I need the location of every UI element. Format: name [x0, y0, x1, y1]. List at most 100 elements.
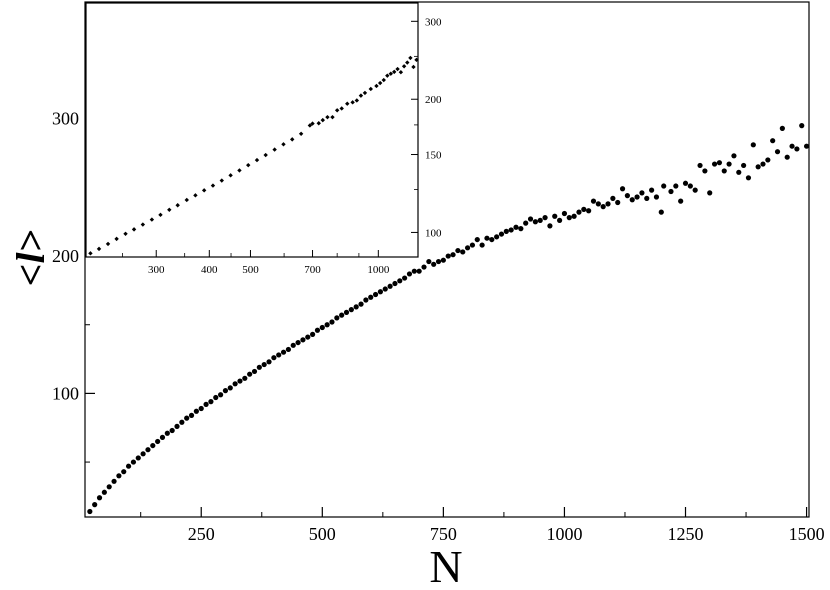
data-point	[561, 210, 568, 217]
data-point	[765, 157, 771, 163]
inset-x-axis: 300 400 500 700 1000	[122, 250, 390, 276]
inset-data-point	[368, 86, 373, 92]
data-point	[716, 160, 723, 166]
data-point	[406, 271, 413, 277]
data-point	[770, 138, 776, 144]
data-point	[518, 226, 524, 232]
data-point	[319, 324, 325, 331]
data-point	[576, 209, 582, 215]
data-point	[474, 236, 480, 243]
data-point	[741, 162, 747, 169]
inset-data-point	[350, 100, 355, 105]
data-point	[464, 245, 471, 251]
data-point	[557, 217, 563, 223]
main-x-axis: 250 500 750 1000 1250 1500	[140, 507, 825, 544]
inset-data-point	[96, 246, 102, 252]
data-point	[193, 408, 199, 414]
data-point	[251, 368, 258, 375]
data-point	[547, 223, 553, 229]
data-point	[605, 201, 611, 207]
inset-data-point	[131, 227, 137, 232]
data-point	[150, 442, 156, 449]
inset-data-point	[184, 197, 189, 203]
data-point	[416, 268, 422, 274]
inset-data-point	[316, 121, 321, 126]
data-point	[324, 322, 330, 328]
inset-data-point	[392, 69, 397, 75]
inset-data-point	[88, 251, 93, 256]
data-point	[135, 455, 141, 461]
data-point	[402, 275, 408, 281]
data-point	[600, 204, 606, 210]
x-tick-label: 1500	[789, 524, 825, 544]
x-tick-label: 500	[309, 524, 336, 544]
inset-y-tick-label: 100	[425, 227, 442, 239]
data-point	[290, 342, 296, 348]
inset-data-point	[114, 236, 119, 242]
data-point	[169, 427, 175, 434]
data-point	[411, 268, 417, 274]
data-point	[523, 220, 529, 226]
data-point	[295, 339, 301, 346]
data-point	[658, 209, 664, 215]
data-point	[426, 258, 432, 265]
data-point	[310, 331, 316, 337]
data-point	[125, 463, 132, 469]
data-point	[363, 297, 369, 303]
data-point	[198, 405, 204, 412]
data-point	[527, 216, 534, 222]
inset-x-tick-label: 400	[201, 264, 218, 276]
data-point	[368, 294, 374, 300]
data-point	[222, 388, 229, 394]
inset-data-point	[395, 66, 400, 72]
data-point	[276, 352, 282, 358]
data-point	[343, 309, 350, 315]
data-point	[750, 142, 756, 148]
data-point	[571, 213, 577, 219]
inset-background	[86, 3, 418, 257]
inset-data-point	[362, 90, 368, 96]
data-point	[334, 315, 340, 321]
data-point	[232, 381, 238, 387]
data-point	[174, 423, 180, 429]
inset-x-tick-label: 700	[304, 264, 321, 276]
inset-data-point	[339, 106, 344, 111]
data-point	[760, 161, 766, 167]
data-point	[755, 164, 761, 170]
data-point	[421, 264, 427, 270]
data-point	[590, 198, 597, 204]
data-point	[711, 161, 718, 167]
data-point	[774, 149, 781, 155]
data-point	[581, 206, 587, 212]
data-point	[799, 123, 805, 129]
data-point	[661, 183, 667, 189]
data-point	[155, 438, 161, 445]
data-point	[266, 359, 272, 365]
inset-y-tick-label: 200	[425, 94, 442, 106]
data-point	[503, 228, 509, 234]
data-point	[300, 337, 306, 343]
main-y-axis: 100 200 300	[52, 49, 95, 463]
data-point	[285, 346, 291, 353]
inset-data-point	[158, 212, 163, 218]
data-point	[494, 234, 500, 240]
data-point	[460, 249, 466, 255]
inset-data-point	[272, 147, 277, 152]
data-point	[353, 304, 359, 310]
y-tick-label: 300	[52, 109, 79, 129]
main-data-series	[87, 123, 810, 515]
data-point	[644, 195, 650, 201]
data-point	[653, 194, 660, 200]
inset-data-point	[140, 222, 146, 227]
data-point	[314, 327, 321, 333]
inset-data-point	[401, 64, 407, 69]
inset-data-point	[175, 203, 180, 208]
data-point	[542, 215, 548, 221]
data-point	[242, 375, 248, 381]
data-point	[615, 199, 621, 206]
data-point	[377, 289, 384, 295]
data-point	[203, 401, 209, 407]
data-point	[624, 193, 630, 199]
data-point	[682, 180, 689, 186]
data-point	[455, 247, 461, 254]
